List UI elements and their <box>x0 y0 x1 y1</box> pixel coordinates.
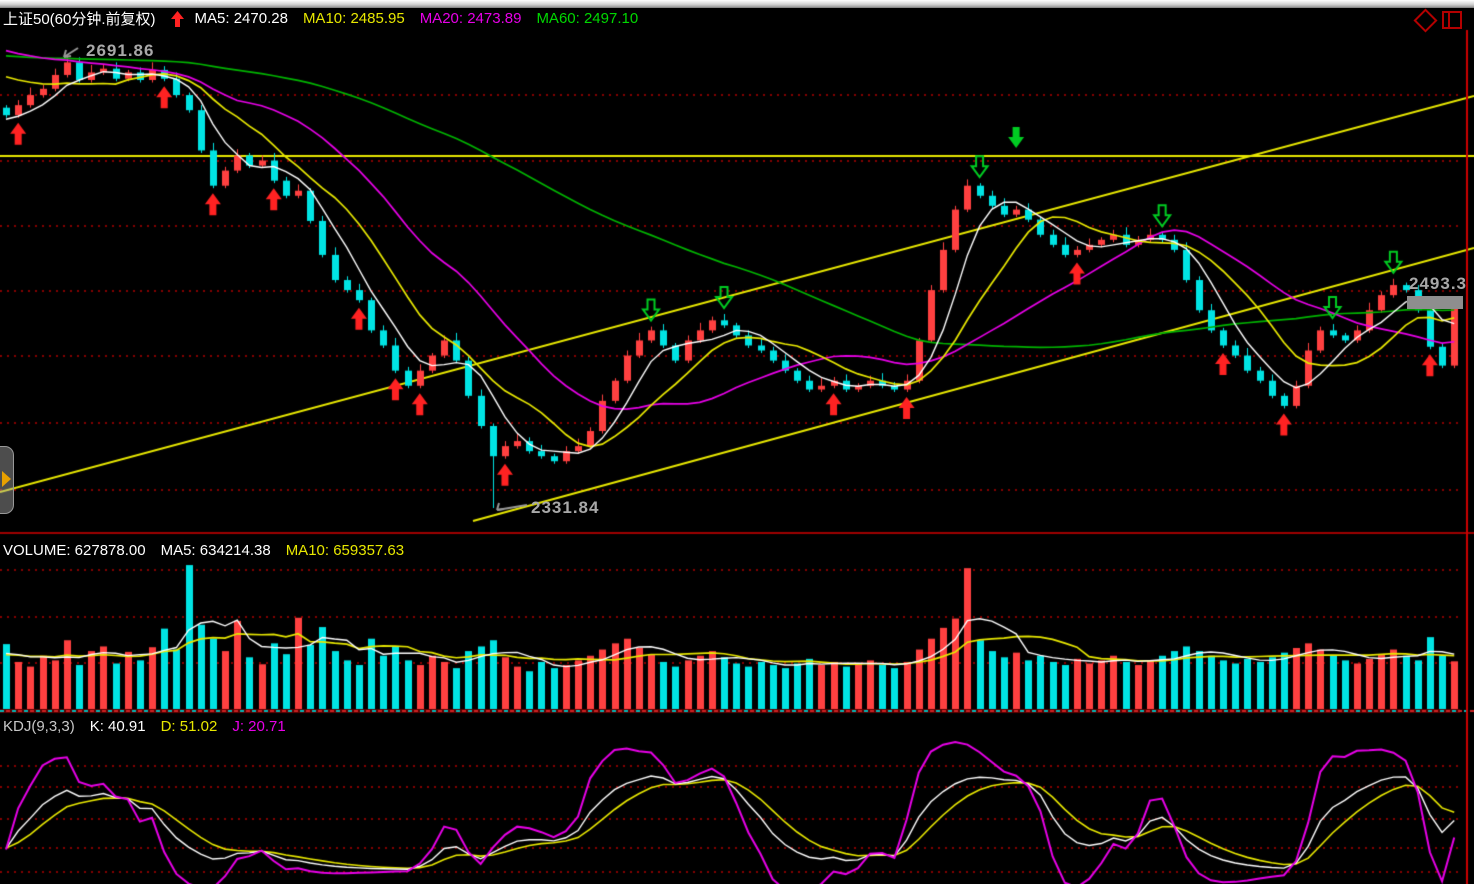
diamond-icon[interactable] <box>1413 7 1438 33</box>
kdj-j-value: J: 20.71 <box>232 718 286 735</box>
kdj-k-value: K: 40.91 <box>89 718 146 735</box>
ma10-value: MA10: 2485.95 <box>302 10 405 27</box>
ma5-value: MA5: 2470.28 <box>194 10 288 27</box>
volume-ma5-value: MA5: 634214.38 <box>160 542 271 559</box>
kdj-header: KDJ(9,3,3) K: 40.91 D: 51.02 J: 20.71 <box>3 716 286 737</box>
volume-value: VOLUME: 627878.00 <box>3 542 146 559</box>
chart-title: 上证50(60分钟.前复权) <box>3 11 156 28</box>
header-toolbar <box>1413 7 1462 33</box>
kdj-d-value: D: 51.02 <box>160 718 218 735</box>
left-expand-handle[interactable] <box>0 446 14 514</box>
ma60-value: MA60: 2497.10 <box>536 10 639 27</box>
window-icon[interactable] <box>1442 11 1462 29</box>
main-chart-header: 上证50(60分钟.前复权) MA5: 2470.28 MA10: 2485.9… <box>3 8 638 29</box>
volume-header: VOLUME: 627878.00 MA5: 634214.38 MA10: 6… <box>3 540 404 561</box>
chevron-right-icon <box>2 471 11 487</box>
ma20-value: MA20: 2473.89 <box>419 10 522 27</box>
kdj-name: KDJ(9,3,3) <box>3 718 75 735</box>
volume-ma10-value: MA10: 659357.63 <box>285 542 405 559</box>
last-price-tag <box>1407 296 1463 309</box>
high-price-annotation: 2691.86 <box>86 41 155 60</box>
up-arrow-icon <box>170 10 184 27</box>
window-top-strip <box>0 0 1474 8</box>
last-price-label: 2493.3 <box>1409 274 1467 293</box>
low-price-annotation: 2331.84 <box>531 498 600 517</box>
